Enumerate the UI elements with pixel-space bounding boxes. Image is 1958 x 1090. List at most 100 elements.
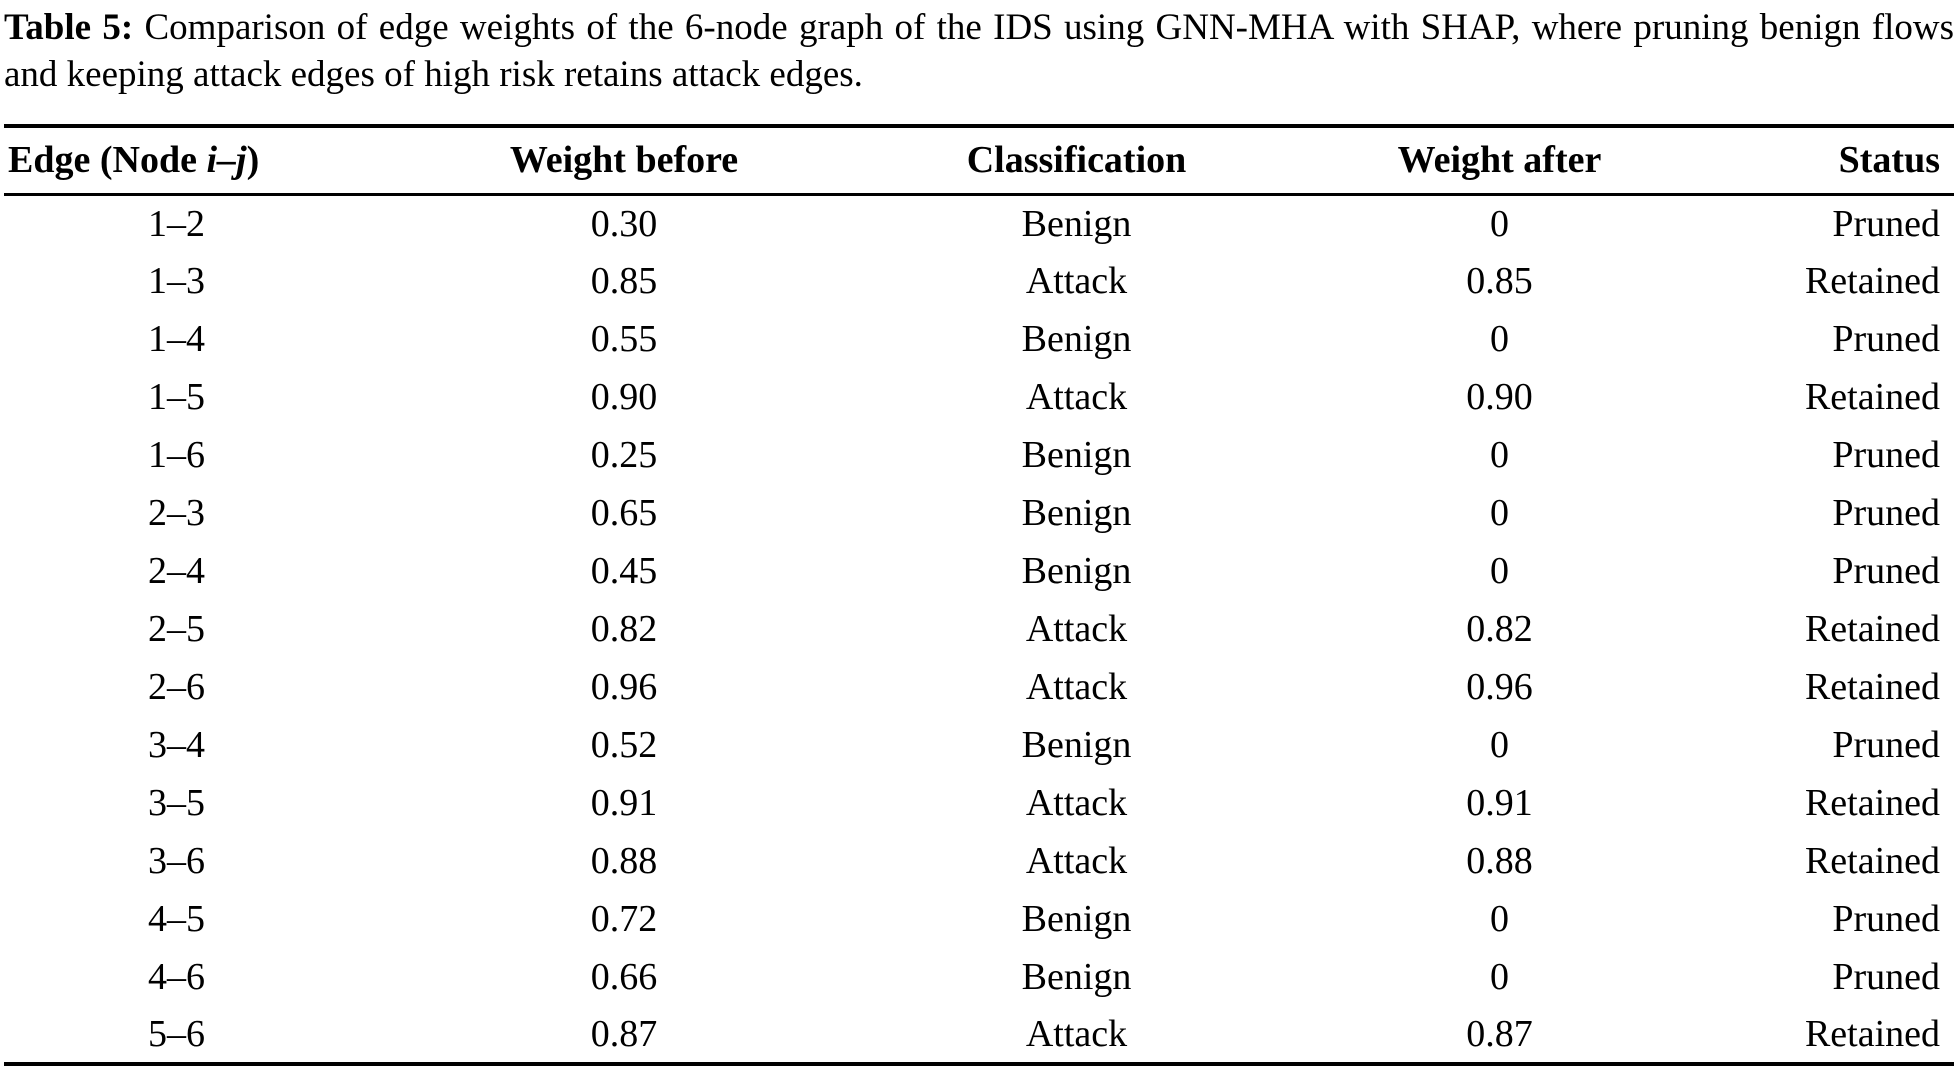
edge-header-italic: i–j: [206, 139, 247, 182]
edge-weights-table: Edge (Node i–j) Weight before Classifica…: [4, 124, 1954, 1066]
weight-before-cell: 0.45: [590, 550, 658, 592]
edge-cell: 1–2: [148, 202, 205, 245]
weight-after-cell: 0.96: [1466, 666, 1533, 708]
weight-after-cell: 0.87: [1466, 1013, 1533, 1055]
edge-cell: 1–5: [148, 376, 205, 418]
classification-cell: Benign: [1021, 318, 1132, 360]
weight-after-cell: 0.90: [1466, 376, 1533, 418]
status-cell: Retained: [1804, 782, 1940, 824]
status-cell: Pruned: [1832, 202, 1940, 245]
weight-before-cell: 0.66: [590, 956, 658, 998]
weight-after-cell: 0: [1490, 318, 1509, 360]
weight-after-cell: 0: [1490, 434, 1509, 476]
table-row: 3–6 0.88 Attack 0.88 Retained: [4, 832, 1954, 890]
weight-after-cell: 0.91: [1466, 782, 1533, 824]
classification-cell: Benign: [1021, 898, 1132, 940]
edge-cell: 3–5: [148, 782, 205, 824]
table-row: 1–6 0.25 Benign 0 Pruned: [4, 426, 1954, 484]
table-row: 1–3 0.85 Attack 0.85 Retained: [4, 252, 1954, 310]
table-row: 3–4 0.52 Benign 0 Pruned: [4, 716, 1954, 774]
weight-before-cell: 0.30: [590, 202, 658, 245]
weight-before-cell: 0.85: [590, 260, 658, 302]
weight-before-cell: 0.52: [590, 724, 658, 766]
status-cell: Pruned: [1832, 492, 1940, 534]
table-row: 4–6 0.66 Benign 0 Pruned: [4, 948, 1954, 1006]
classification-cell: Attack: [1025, 666, 1128, 708]
table-row: 2–3 0.65 Benign 0 Pruned: [4, 484, 1954, 542]
column-header-weight-after: Weight after: [1397, 139, 1602, 182]
weight-before-cell: 0.91: [590, 782, 658, 824]
status-cell: Pruned: [1832, 434, 1940, 476]
weight-after-cell: 0: [1490, 550, 1509, 592]
weight-before-cell: 0.96: [590, 666, 658, 708]
weight-before-cell: 0.88: [590, 840, 658, 882]
classification-cell: Attack: [1025, 840, 1128, 882]
edge-cell: 4–5: [148, 898, 205, 940]
table-row: 2–4 0.45 Benign 0 Pruned: [4, 542, 1954, 600]
weight-after-cell: 0.85: [1466, 260, 1533, 302]
classification-cell: Attack: [1025, 260, 1128, 302]
classification-cell: Benign: [1021, 724, 1132, 766]
status-cell: Pruned: [1832, 550, 1940, 592]
weight-after-cell: 0: [1490, 724, 1509, 766]
table-row: 2–6 0.96 Attack 0.96 Retained: [4, 658, 1954, 716]
classification-cell: Benign: [1021, 434, 1132, 476]
weight-before-cell: 0.65: [590, 492, 658, 534]
edge-cell: 3–6: [148, 840, 205, 882]
status-cell: Retained: [1804, 1013, 1940, 1055]
classification-cell: Benign: [1021, 492, 1132, 534]
status-cell: Retained: [1804, 666, 1940, 708]
table-row: 1–4 0.55 Benign 0 Pruned: [4, 310, 1954, 368]
weight-before-cell: 0.90: [590, 376, 658, 418]
classification-cell: Benign: [1021, 956, 1132, 998]
table-caption-label: Table 5:: [4, 7, 134, 48]
edge-cell: 4–6: [148, 956, 205, 998]
edge-cell: 1–3: [148, 260, 205, 302]
table-body: 1–2 0.30 Benign 0 Pruned 1–3 0.85 Attack…: [4, 194, 1954, 1064]
edge-cell: 2–6: [148, 666, 205, 708]
edge-cell: 3–4: [148, 724, 205, 766]
column-header-classification: Classification: [966, 139, 1187, 182]
weight-before-cell: 0.87: [590, 1013, 658, 1055]
status-cell: Retained: [1804, 840, 1940, 882]
status-cell: Pruned: [1832, 724, 1940, 766]
table-row: 5–6 0.87 Attack 0.87 Retained: [4, 1006, 1954, 1064]
classification-cell: Attack: [1025, 608, 1128, 650]
edge-header-suffix: ): [246, 139, 260, 182]
header-row: Edge (Node i–j) Weight before Classifica…: [4, 126, 1954, 194]
weight-before-cell: 0.82: [590, 608, 658, 650]
edge-cell: 2–3: [148, 492, 205, 534]
column-header-weight-before: Weight before: [509, 139, 739, 182]
classification-cell: Benign: [1021, 550, 1132, 592]
table-row: 3–5 0.91 Attack 0.91 Retained: [4, 774, 1954, 832]
weight-before-cell: 0.72: [590, 898, 658, 940]
weight-after-cell: 0: [1490, 492, 1509, 534]
weight-before-cell: 0.55: [590, 318, 658, 360]
status-cell: Pruned: [1832, 898, 1940, 940]
column-header-edge: Edge (Node i–j): [4, 126, 349, 194]
weight-after-cell: 0: [1490, 956, 1509, 998]
status-cell: Pruned: [1832, 956, 1940, 998]
column-header-status: Status: [1838, 139, 1940, 182]
status-cell: Retained: [1804, 376, 1940, 418]
status-cell: Pruned: [1832, 318, 1940, 360]
table-row: 4–5 0.72 Benign 0 Pruned: [4, 890, 1954, 948]
edge-cell: 5–6: [148, 1013, 205, 1055]
table-header: Edge (Node i–j) Weight before Classifica…: [4, 126, 1954, 194]
edge-cell: 2–5: [148, 608, 205, 650]
status-cell: Retained: [1804, 260, 1940, 302]
weight-after-cell: 0: [1490, 898, 1509, 940]
edge-cell: 1–4: [148, 318, 205, 360]
classification-cell: Benign: [1021, 202, 1132, 245]
edge-cell: 2–4: [148, 550, 205, 592]
classification-cell: Attack: [1025, 1013, 1128, 1055]
classification-cell: Attack: [1025, 782, 1128, 824]
table-caption: Table 5: Comparison of edge weights of t…: [4, 4, 1954, 98]
table-caption-text: Comparison of edge weights of the 6-node…: [4, 7, 1954, 95]
edge-header-prefix: Edge (Node: [8, 139, 207, 182]
edge-cell: 1–6: [148, 434, 205, 476]
classification-cell: Attack: [1025, 376, 1128, 418]
weight-before-cell: 0.25: [590, 434, 658, 476]
table-row: 2–5 0.82 Attack 0.82 Retained: [4, 600, 1954, 658]
